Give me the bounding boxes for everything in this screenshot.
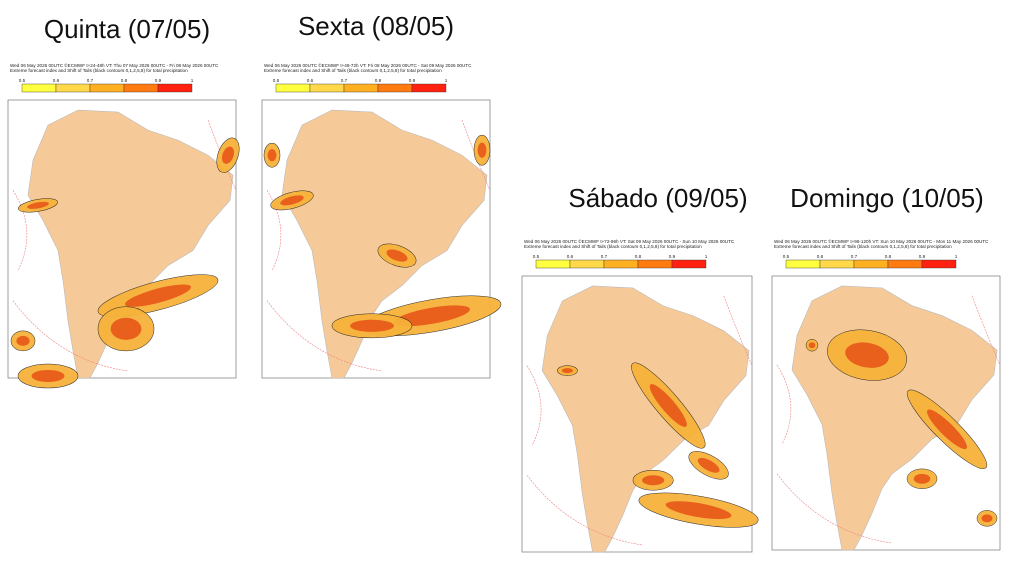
- efi-core: [561, 368, 573, 374]
- colorbar-label: 0.8: [635, 254, 642, 259]
- colorbar-label: 0.7: [851, 254, 858, 259]
- efi-core: [267, 149, 277, 162]
- colorbar-segment: [21, 83, 57, 93]
- panel-header: Extreme forecast index and Shift of Tail…: [264, 68, 442, 73]
- colorbar-segment: [569, 259, 605, 269]
- panel-header: Wed 06 May 2026 00UTC ©ECMWF t+72-96h VT…: [524, 238, 735, 244]
- efi-core: [665, 501, 732, 520]
- efi-core: [31, 369, 65, 383]
- efi-core: [981, 514, 993, 523]
- efi-core: [642, 475, 665, 486]
- map-panel: Quinta (07/05) Wed 06 May 2026 00UTC ©ECM…: [7, 14, 240, 389]
- efi-core: [386, 249, 408, 262]
- colorbar-segment: [55, 83, 91, 93]
- colorbar-segment: [921, 259, 957, 269]
- efi-core: [845, 342, 889, 368]
- efi-core: [221, 146, 235, 164]
- continent: [281, 109, 488, 379]
- colorbar-label: 0.9: [919, 254, 926, 259]
- colorbar-segment: [123, 83, 159, 93]
- colorbar-label: 0.6: [567, 254, 574, 259]
- colorbar-segment: [637, 259, 673, 269]
- colorbar-segment: [819, 259, 855, 269]
- colorbar-segment: [603, 259, 639, 269]
- efi-core: [927, 409, 967, 450]
- colorbar-segment: [89, 83, 125, 93]
- efi-core: [477, 142, 487, 158]
- panel-header: Wed 06 May 2026 00UTC ©ECMWF t+48-72h VT…: [264, 62, 472, 68]
- panel-title: Sexta (08/05): [298, 11, 454, 41]
- colorbar-label: 1: [191, 78, 194, 83]
- colorbar-segment: [157, 83, 193, 93]
- colorbar-label: 0.5: [533, 254, 540, 259]
- map-panel: Domingo (10/05) Wed 06 May 2026 00UTC ©EC…: [771, 183, 1001, 551]
- panel-title: Quinta (07/05): [44, 14, 210, 44]
- panel-header: Extreme forecast index and Shift of Tail…: [10, 68, 188, 73]
- efi-core: [350, 319, 394, 332]
- colorbar-segment: [309, 83, 345, 93]
- colorbar-segment: [275, 83, 311, 93]
- efi-core: [394, 305, 470, 327]
- map-panel: Sábado (09/05) Wed 06 May 2026 00UTC ©ECM…: [521, 183, 759, 553]
- colorbar-segment: [853, 259, 889, 269]
- panel-header: Wed 06 May 2026 00UTC ©ECMWF t+24-48h VT…: [10, 62, 219, 68]
- panel-title: Sábado (09/05): [568, 183, 747, 213]
- colorbar-segment: [671, 259, 707, 269]
- colorbar-segment: [343, 83, 379, 93]
- colorbar-label: 1: [955, 254, 958, 259]
- colorbar-label: 0.6: [307, 78, 314, 83]
- efi-core: [16, 335, 30, 346]
- efi-core: [110, 317, 142, 340]
- colorbar-segment: [535, 259, 571, 269]
- efi-core: [27, 201, 49, 209]
- contour: [526, 295, 753, 546]
- colorbar-label: 1: [705, 254, 708, 259]
- colorbar-label: 0.8: [121, 78, 128, 83]
- map-panel: Sexta (08/05) Wed 06 May 2026 00UTC ©ECMW…: [261, 11, 502, 379]
- map-body: [776, 285, 1001, 551]
- colorbar-segment: [411, 83, 447, 93]
- colorbar-label: 0.7: [601, 254, 608, 259]
- panel-header: Extreme forecast index and Shift of Tail…: [524, 244, 702, 249]
- colorbar-segment: [377, 83, 413, 93]
- colorbar-label: 0.7: [341, 78, 348, 83]
- panel-title: Domingo (10/05): [790, 183, 984, 213]
- colorbar-label: 0.6: [817, 254, 824, 259]
- map-body: [263, 109, 502, 379]
- colorbar-label: 0.7: [87, 78, 94, 83]
- colorbar-label: 0.9: [669, 254, 676, 259]
- colorbar-label: 0.8: [885, 254, 892, 259]
- efi-core: [913, 473, 931, 484]
- efi-core: [649, 384, 687, 427]
- colorbar-label: 0.5: [783, 254, 790, 259]
- contour: [776, 295, 1001, 544]
- efi-core: [280, 195, 304, 206]
- colorbar-segment: [887, 259, 923, 269]
- efi-core: [697, 457, 720, 473]
- colorbar-label: 0.8: [375, 78, 382, 83]
- map-body: [526, 285, 759, 553]
- colorbar-label: 0.5: [19, 78, 26, 83]
- colorbar-segment: [785, 259, 821, 269]
- colorbar-label: 0.5: [273, 78, 280, 83]
- efi-core: [125, 284, 191, 307]
- colorbar-label: 0.9: [409, 78, 416, 83]
- colorbar-label: 1: [445, 78, 448, 83]
- map-body: [10, 109, 240, 389]
- panel-header: Wed 06 May 2026 00UTC ©ECMWF t+96-120h V…: [774, 238, 989, 244]
- colorbar-label: 0.6: [53, 78, 60, 83]
- panel-header: Extreme forecast index and Shift of Tail…: [774, 244, 952, 249]
- colorbar-label: 0.9: [155, 78, 162, 83]
- efi-core: [808, 342, 816, 349]
